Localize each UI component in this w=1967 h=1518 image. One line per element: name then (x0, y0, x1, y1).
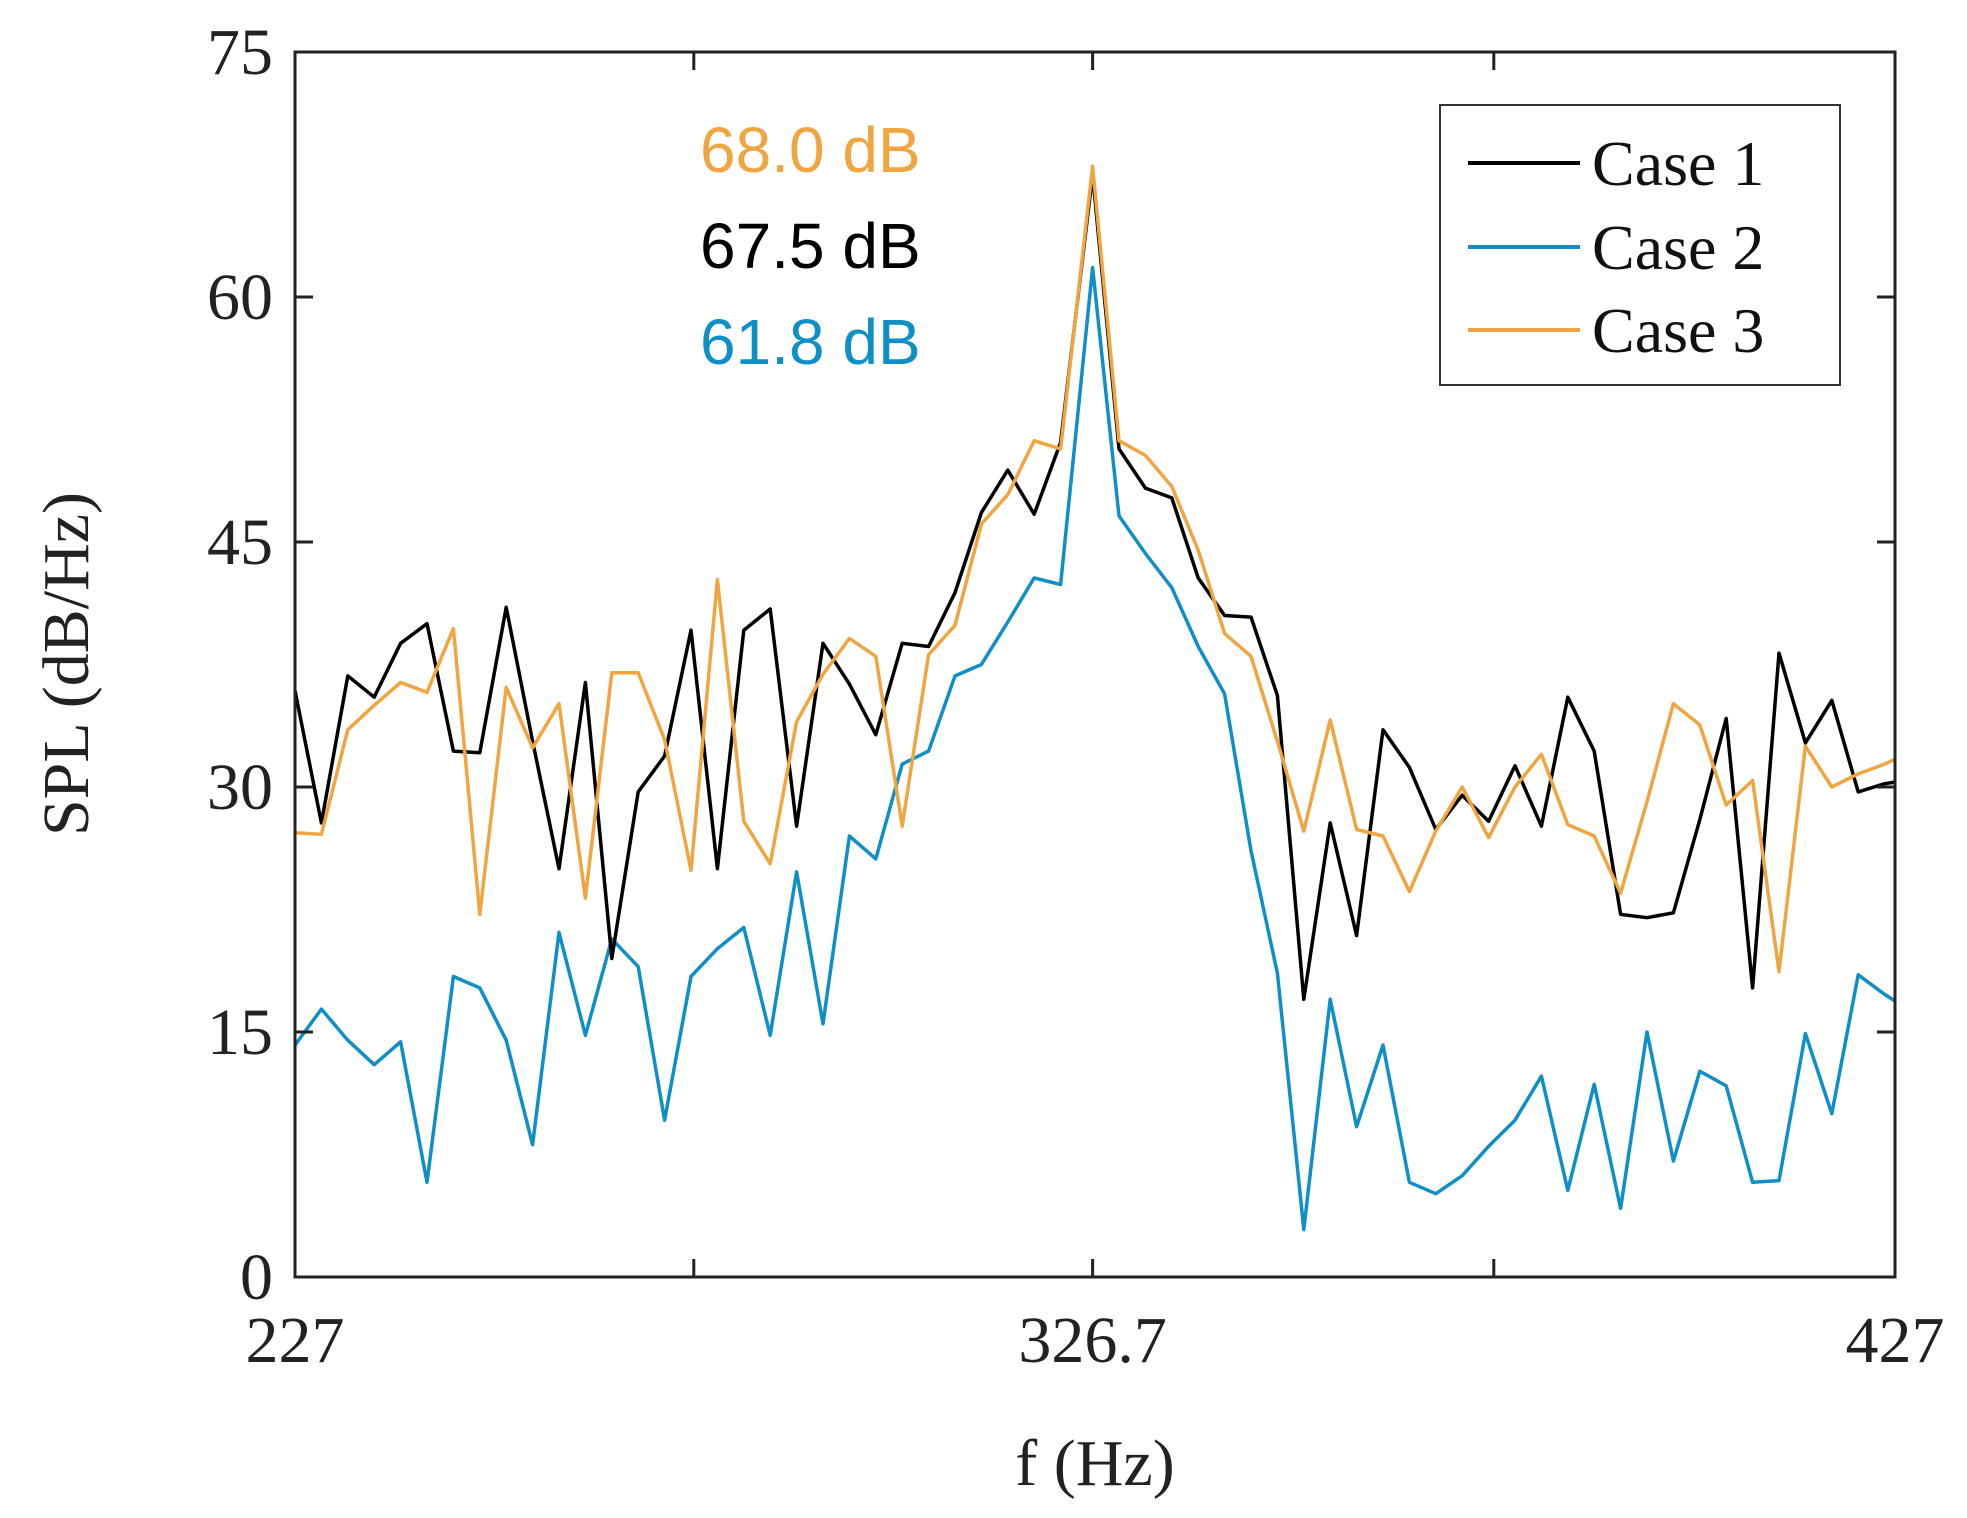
labels-layer: 0 15 30 45 60 75 227 326.7 427 (207, 16, 1945, 1377)
legend-label-case-1: Case 1 (1592, 128, 1764, 199)
x-axis-label: f (Hz) (1015, 1427, 1174, 1500)
annotation-case-1-peak: 67.5 dB (700, 210, 921, 282)
legend-label-case-3: Case 3 (1592, 295, 1764, 366)
legend-label-case-2: Case 2 (1592, 212, 1764, 283)
series-layer (293, 164, 1896, 1232)
y-tick-label: 15 (207, 996, 273, 1069)
x-tick-label: 326.7 (1018, 1304, 1167, 1377)
x-tick-label: 427 (1846, 1304, 1945, 1377)
axes-box (293, 50, 1897, 1279)
peak-annotations: 68.0 dB 67.5 dB 61.8 dB (700, 114, 921, 378)
y-tick-label: 45 (207, 506, 273, 579)
x-tick-label: 227 (246, 1304, 345, 1377)
series-line-case-2 (293, 265, 1896, 1232)
legend: Case 1 Case 2 Case 3 (1439, 104, 1841, 386)
annotation-case-2-peak: 61.8 dB (700, 306, 921, 378)
y-tick-label: 75 (207, 16, 273, 89)
y-axis-label: SPL (dB/Hz) (30, 492, 103, 836)
series-line-case-3 (294, 164, 1896, 974)
annotation-case-3-peak: 68.0 dB (700, 114, 921, 186)
ticks-layer (293, 50, 1897, 1279)
y-tick-label: 60 (207, 261, 273, 334)
y-tick-label: 0 (240, 1241, 273, 1314)
y-tick-label: 30 (207, 751, 273, 824)
